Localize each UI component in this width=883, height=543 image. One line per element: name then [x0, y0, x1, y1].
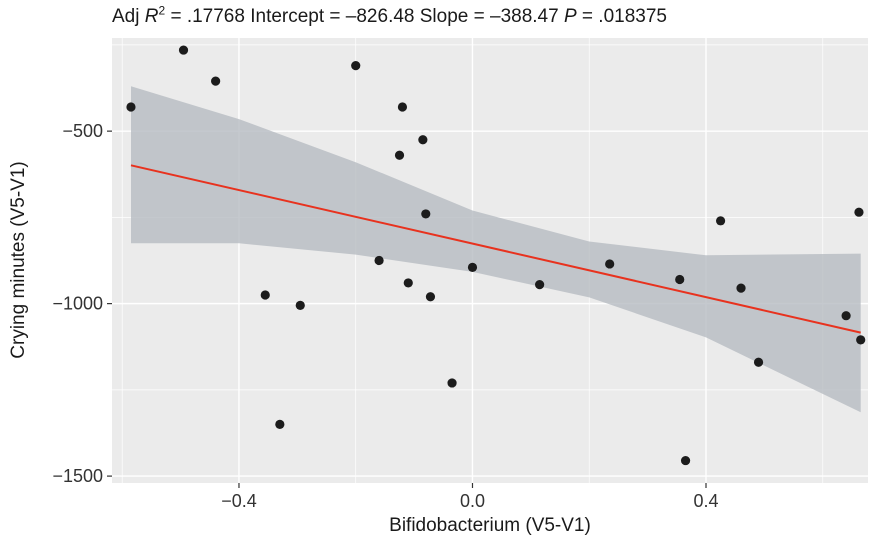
y-axis-ticks: −500 −1000 −1500 [52, 121, 112, 486]
x-tick-label: 0.0 [460, 491, 485, 511]
data-point [605, 259, 615, 269]
minor-gridlines [112, 38, 868, 483]
data-points [126, 45, 866, 466]
data-point [447, 378, 457, 388]
regression-line [130, 164, 861, 334]
data-point [260, 290, 270, 300]
title-stats: = .17768 Intercept = –826.48 Slope = –38… [165, 6, 564, 27]
y-tick-label: −1500 [52, 466, 103, 486]
x-tick-label: −0.4 [221, 491, 257, 511]
data-point [715, 216, 726, 226]
data-point [421, 209, 431, 219]
data-point [211, 76, 221, 86]
x-axis-title: Bifidobacterium (V5-V1) [389, 515, 591, 536]
data-point [295, 300, 305, 310]
data-point [403, 278, 413, 288]
data-point [178, 45, 189, 55]
data-point [841, 311, 851, 321]
title-r-superscript: 2 [158, 3, 166, 18]
data-point [753, 357, 764, 367]
data-point [351, 60, 361, 71]
data-point [275, 419, 285, 429]
data-point [675, 274, 685, 285]
data-point [418, 135, 428, 145]
title-adj: Adj [112, 6, 145, 27]
x-axis-ticks: −0.4 0.0 0.4 [221, 483, 719, 511]
data-point [126, 102, 136, 112]
data-point [736, 283, 746, 293]
y-tick-label: −500 [62, 121, 103, 141]
data-point [397, 102, 408, 112]
data-point [680, 455, 691, 466]
x-tick-label: 0.4 [693, 491, 718, 511]
title-r: R [144, 6, 159, 27]
data-point [856, 335, 866, 345]
title-p-value: = .018375 [576, 6, 667, 27]
data-point [535, 280, 545, 290]
data-point [425, 292, 436, 302]
data-point [394, 150, 405, 160]
title-p: P [563, 6, 577, 27]
data-point [467, 262, 478, 272]
data-point [374, 255, 384, 266]
y-axis-title: Crying minutes (V5-V1) [8, 161, 29, 358]
y-tick-label: −1000 [52, 294, 103, 314]
data-point [854, 207, 864, 217]
chart-title: Adj R2 = .17768 Intercept = –826.48 Slop… [112, 3, 667, 28]
